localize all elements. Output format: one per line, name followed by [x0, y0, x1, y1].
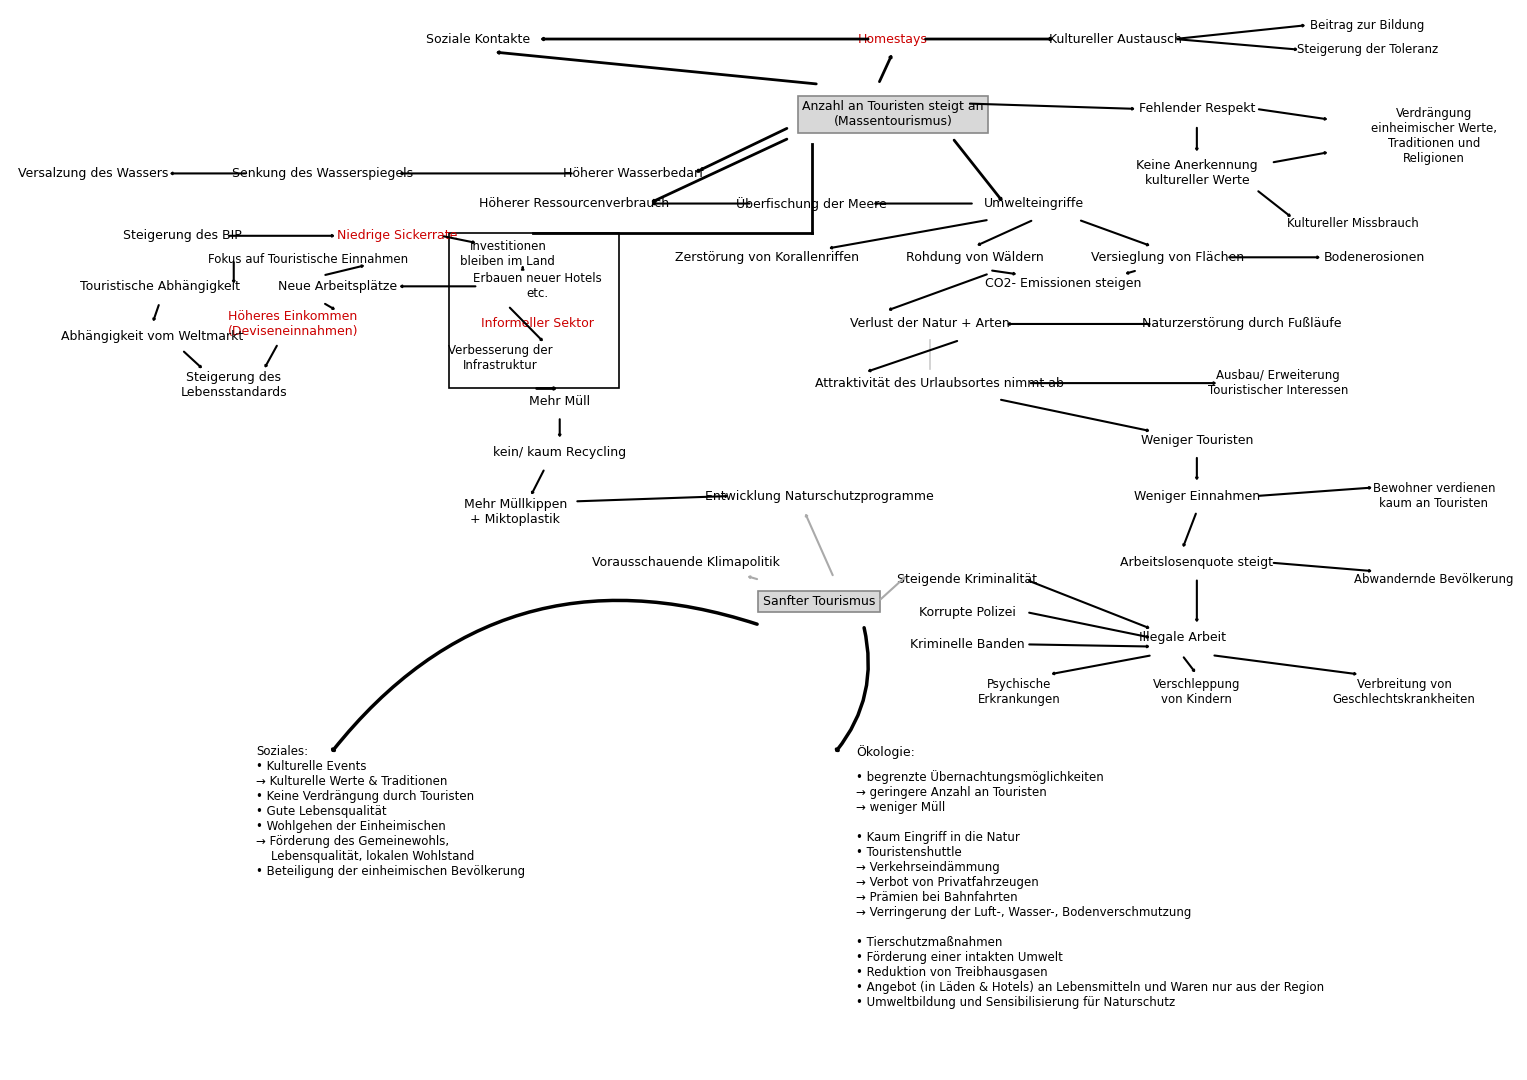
Text: Homestays: Homestays [858, 32, 928, 45]
Text: Soziale Kontakte: Soziale Kontakte [426, 32, 530, 45]
Text: Investitionen
bleiben im Land: Investitionen bleiben im Land [461, 240, 556, 268]
Text: Niedrige Sickerrate: Niedrige Sickerrate [336, 229, 457, 242]
Text: CO2- Emissionen steigen: CO2- Emissionen steigen [985, 276, 1142, 289]
Text: Rohdung von Wäldern: Rohdung von Wäldern [906, 251, 1043, 264]
Text: Versieglung von Flächen: Versieglung von Flächen [1090, 251, 1245, 264]
Text: Verdrängung
einheimischer Werte,
Traditionen und
Religionen: Verdrängung einheimischer Werte, Traditi… [1371, 107, 1496, 165]
Text: Anzahl an Touristen steigt an
(Massentourismus): Anzahl an Touristen steigt an (Massentou… [802, 100, 983, 129]
Text: Abhängigkeit vom Weltmarkt: Abhängigkeit vom Weltmarkt [61, 330, 243, 343]
Text: • begrenzte Übernachtungsmöglichkeiten
→ geringere Anzahl an Touristen
→ weniger: • begrenzte Übernachtungsmöglichkeiten →… [857, 770, 1324, 1009]
Text: Vorausschauende Klimapolitik: Vorausschauende Klimapolitik [592, 556, 780, 569]
Text: Psychische
Erkrankungen: Psychische Erkrankungen [977, 678, 1060, 705]
Text: Abwandernde Bevölkerung: Abwandernde Bevölkerung [1354, 573, 1513, 586]
Text: Bodenerosionen: Bodenerosionen [1324, 251, 1425, 264]
Text: Touristische Abhängigkeit: Touristische Abhängigkeit [79, 280, 240, 293]
Text: Ökologie:: Ökologie: [857, 745, 915, 759]
Text: Steigende Kriminalität: Steigende Kriminalität [898, 573, 1037, 586]
Text: Illegale Arbeit: Illegale Arbeit [1139, 632, 1226, 645]
Text: Fokus auf Touristische Einnahmen: Fokus auf Touristische Einnahmen [208, 253, 408, 266]
Text: Weniger Einnahmen: Weniger Einnahmen [1133, 489, 1260, 502]
Text: Ausbau/ Erweiterung
Touristischer Interessen: Ausbau/ Erweiterung Touristischer Intere… [1208, 369, 1348, 397]
Text: Attraktivität des Urlaubsortes nimmt ab: Attraktivität des Urlaubsortes nimmt ab [814, 377, 1063, 390]
Text: Erbauen neuer Hotels
etc.: Erbauen neuer Hotels etc. [473, 272, 602, 300]
Text: Mehr Müllkippen
+ Miktoplastik: Mehr Müllkippen + Miktoplastik [464, 498, 567, 526]
Text: Neue Arbeitsplätze: Neue Arbeitsplätze [278, 280, 397, 293]
Text: Verlust der Natur + Arten: Verlust der Natur + Arten [851, 318, 1009, 330]
Text: Entwicklung Naturschutzprogramme: Entwicklung Naturschutzprogramme [704, 489, 933, 502]
Text: Fehlender Respekt: Fehlender Respekt [1139, 103, 1255, 116]
Text: Senkung des Wasserspiegels: Senkung des Wasserspiegels [232, 167, 414, 180]
Text: Arbeitslosenquote steigt: Arbeitslosenquote steigt [1121, 556, 1274, 569]
Text: Steigerung des
Lebensstandards: Steigerung des Lebensstandards [180, 372, 287, 400]
Text: Keine Anerkennung
kultureller Werte: Keine Anerkennung kultureller Werte [1136, 160, 1258, 188]
Text: Mehr Müll: Mehr Müll [530, 395, 591, 408]
Text: Kultureller Austausch: Kultureller Austausch [1049, 32, 1182, 45]
Text: Zerstörung von Korallenriffen: Zerstörung von Korallenriffen [675, 251, 860, 264]
Text: Steigerung der Toleranz: Steigerung der Toleranz [1296, 43, 1438, 56]
Text: Steigerung des BIP: Steigerung des BIP [122, 229, 241, 242]
Text: Verschleppung
von Kindern: Verschleppung von Kindern [1153, 678, 1240, 705]
Text: Kultureller Missbrauch: Kultureller Missbrauch [1287, 217, 1419, 230]
Bar [449, 232, 618, 389]
Text: Verbreitung von
Geschlechtskrankheiten: Verbreitung von Geschlechtskrankheiten [1333, 678, 1475, 705]
Text: Umwelteingriffe: Umwelteingriffe [983, 197, 1084, 210]
Text: Sanfter Tourismus: Sanfter Tourismus [764, 595, 875, 608]
Text: Überfischung der Meere: Überfischung der Meere [736, 197, 887, 211]
Text: Informeller Sektor: Informeller Sektor [481, 318, 594, 330]
Text: Beitrag zur Bildung: Beitrag zur Bildung [1310, 18, 1425, 31]
Text: kein/ kaum Recycling: kein/ kaum Recycling [493, 446, 626, 459]
Text: Höherer Ressourcenverbrauch: Höherer Ressourcenverbrauch [479, 197, 670, 210]
Text: Weniger Touristen: Weniger Touristen [1141, 433, 1254, 447]
Text: Verbesserung der
Infrastruktur: Verbesserung der Infrastruktur [447, 345, 553, 373]
Text: Höherer Wasserbedarf: Höherer Wasserbedarf [563, 167, 704, 180]
Text: Naturzerstörung durch Fußläufe: Naturzerstörung durch Fußläufe [1142, 318, 1341, 330]
Text: Korrupte Polizei: Korrupte Polizei [919, 606, 1015, 619]
Text: Kriminelle Banden: Kriminelle Banden [910, 638, 1025, 651]
Text: Soziales:
• Kulturelle Events
→ Kulturelle Werte & Traditionen
• Keine Verdrängu: Soziales: • Kulturelle Events → Kulturel… [257, 745, 525, 878]
Text: Versalzung des Wassers: Versalzung des Wassers [18, 167, 168, 180]
Text: Bewohner verdienen
kaum an Touristen: Bewohner verdienen kaum an Touristen [1373, 482, 1495, 510]
Text: Höheres Einkommen
(Deviseneinnahmen): Höheres Einkommen (Deviseneinnahmen) [228, 310, 359, 338]
